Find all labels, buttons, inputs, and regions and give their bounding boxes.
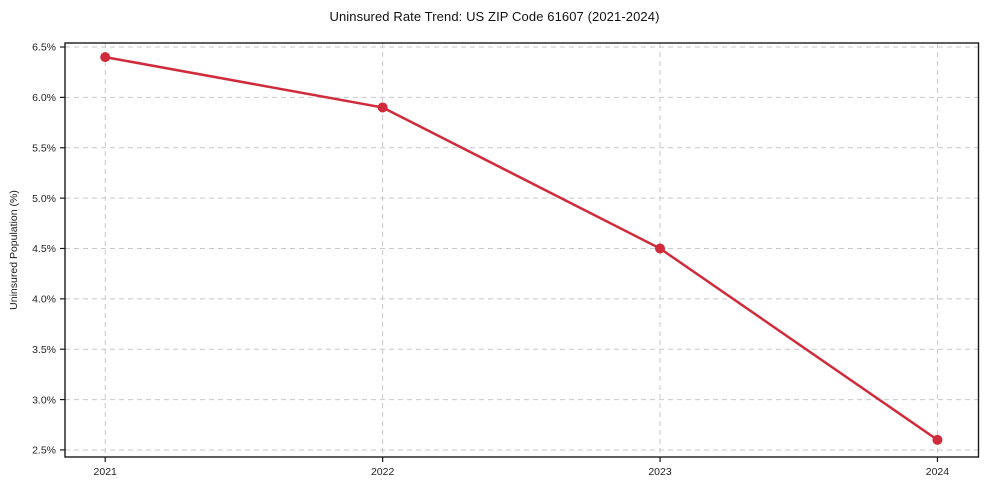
data-point <box>377 102 388 113</box>
data-point <box>932 434 943 445</box>
y-tick-label: 6.0% <box>32 92 56 104</box>
x-tick-label: 2023 <box>648 466 672 478</box>
x-tick-label: 2024 <box>926 466 950 478</box>
trend-line <box>103 55 939 442</box>
y-tick-label: 5.5% <box>32 142 56 154</box>
y-tick-label: 2.5% <box>32 445 56 457</box>
y-tick-label: 4.0% <box>32 294 56 306</box>
y-tick-label: 4.5% <box>32 243 56 255</box>
y-tick-label: 3.5% <box>32 344 56 356</box>
y-tick-label: 3.0% <box>32 394 56 406</box>
chart-title: Uninsured Rate Trend: US ZIP Code 61607 … <box>329 9 660 24</box>
plot-frame <box>64 42 980 458</box>
y-tick-label: 6.5% <box>32 42 56 54</box>
x-tick-label: 2021 <box>94 466 118 478</box>
x-tick-label: 2022 <box>371 466 395 478</box>
y-tick-label: 5.0% <box>32 193 56 205</box>
data-point <box>655 243 666 254</box>
data-point <box>100 52 111 63</box>
